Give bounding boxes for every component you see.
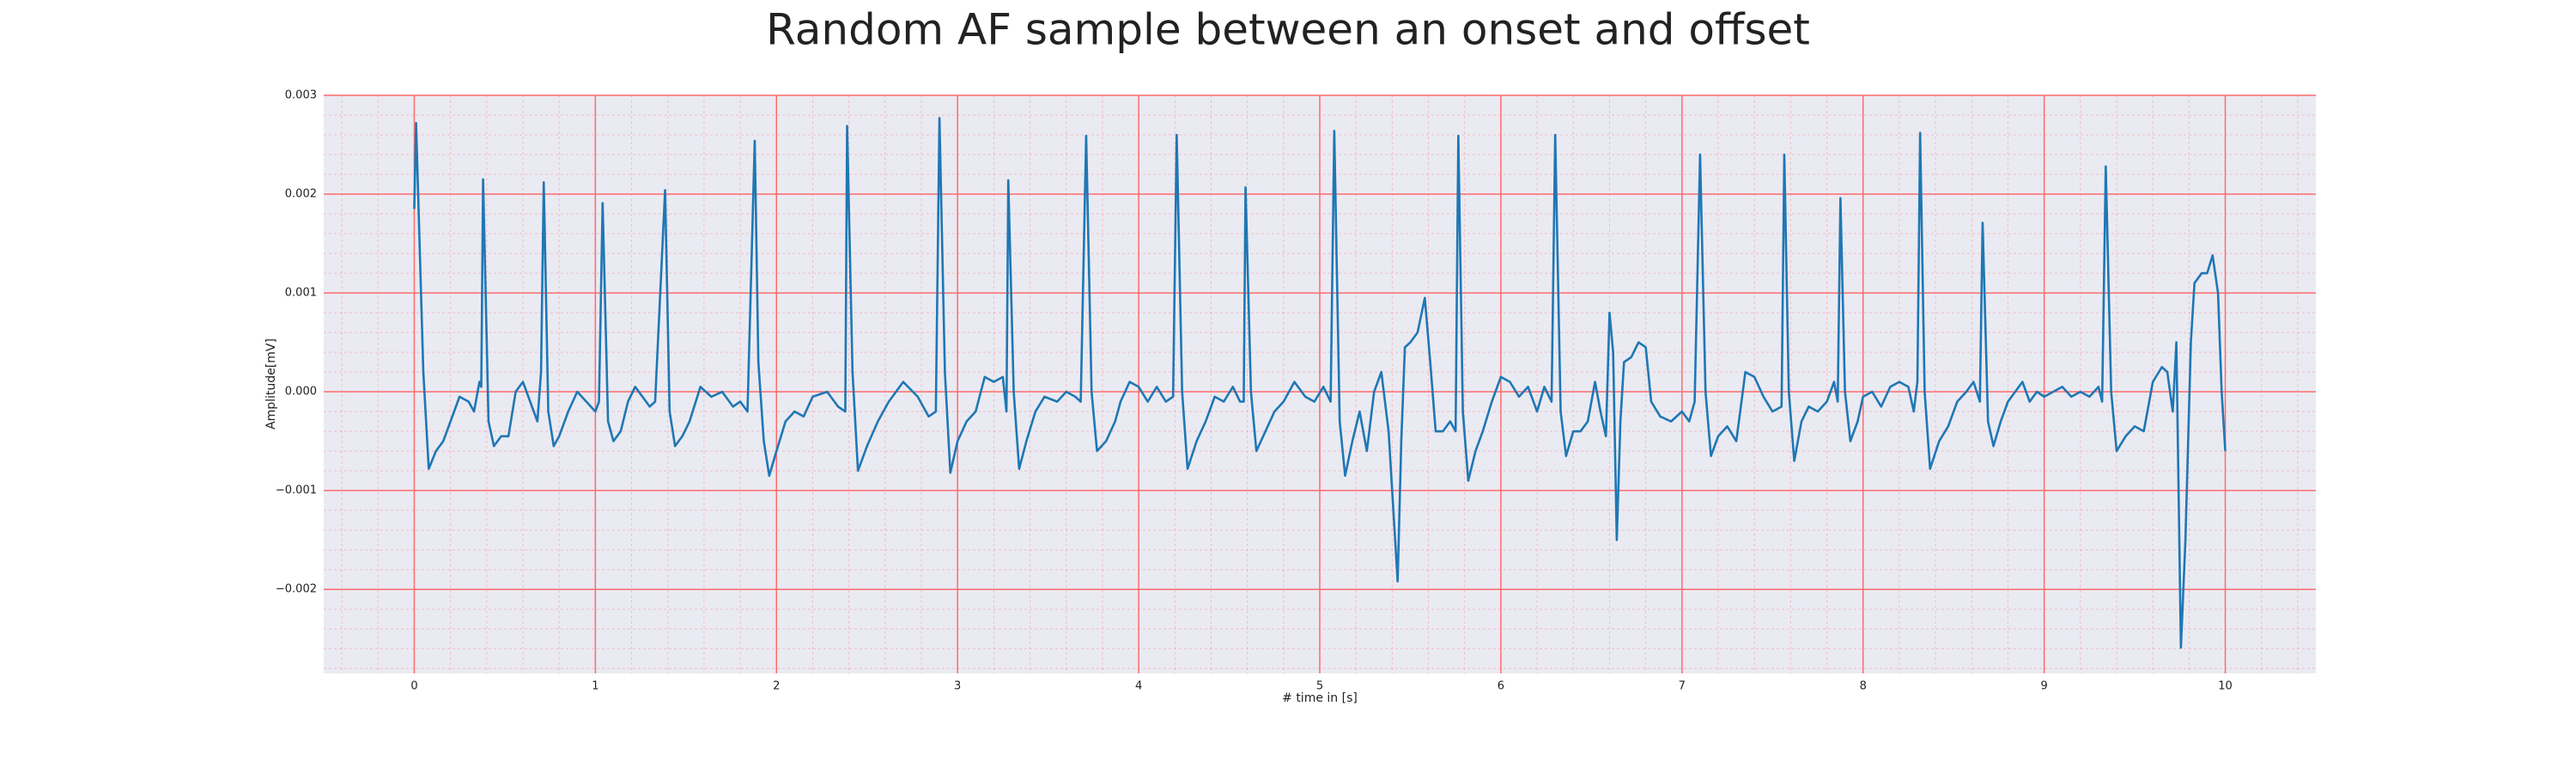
- y-tick-label: 0.000: [285, 386, 317, 399]
- x-tick-label: 4: [1135, 680, 1142, 693]
- signal-line: [413, 117, 2227, 649]
- chart-title: Random AF sample between an onset and of…: [766, 5, 1810, 55]
- x-tick-label: 3: [954, 680, 961, 693]
- x-tick-label: 0: [410, 680, 417, 693]
- x-tick-label: 9: [2040, 680, 2047, 693]
- y-tick-label: −0.002: [276, 583, 317, 596]
- x-tick-label: 5: [1316, 680, 1323, 693]
- y-tick-label: 0.001: [285, 287, 317, 300]
- y-tick-label: 0.002: [285, 188, 317, 201]
- x-tick-label: 1: [592, 680, 598, 693]
- x-tick-label: 2: [773, 680, 780, 693]
- y-axis-label: Amplitude[mV]: [264, 338, 278, 429]
- y-tick-label: 0.003: [285, 89, 317, 102]
- x-tick-label: 6: [1498, 680, 1504, 693]
- x-tick-label: 7: [1679, 680, 1686, 693]
- x-tick-label: 10: [2218, 680, 2233, 693]
- y-tick-label: −0.001: [276, 484, 317, 497]
- x-tick-label: 8: [1860, 680, 1867, 693]
- x-axis-label: # time in [s]: [1282, 691, 1358, 705]
